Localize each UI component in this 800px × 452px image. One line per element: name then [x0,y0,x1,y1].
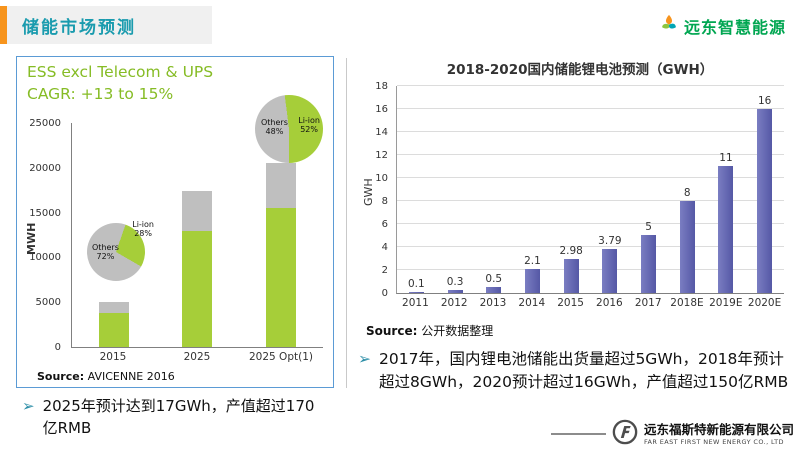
footer-logo-block: 远东福斯特新能源有限公司 FAR EAST FIRST NEW ENERGY C… [550,419,794,449]
bullet-arrow-icon: ➢ [358,350,371,368]
brand-logo: 远东智慧能源 [658,13,786,39]
left-chart-panel: ESS excl Telecom & UPS CAGR: +13 to 15% … [16,56,334,388]
left-heading-line2: CAGR: +13 to 15% [27,85,174,103]
company-emblem-icon [612,419,638,449]
company-name-en: FAR EAST FIRST NEW ENERGY CO., LTD [643,437,784,446]
pie-2025: Others 48% Li-ion 52% [255,95,323,163]
left-source-text: AVICENNE 2016 [84,370,175,383]
brand-name: 远东智慧能源 [683,18,786,37]
left-bullet: ➢ 2025年预计达到17GWh，产值超过170亿RMB [22,396,324,440]
column-divider [346,58,347,388]
right-bullet-text: 2017年，国内锂电池储能出货量超过5GWh，2018年预计超过8GWh，202… [379,350,789,392]
right-chart-plot: 0.1 0.3 0.5 2.1 2.98 3.79 5 8 11 16 [396,85,784,294]
company-name: 远东福斯特新能源有限公司 FAR EAST FIRST NEW ENERGY C… [644,422,794,446]
left-source: Source: AVICENNE 2016 [37,370,175,383]
left-chart-yticks: 0 5000 10000 15000 20000 25000 [29,118,61,353]
right-chart-title: 2018-2020国内储能锂电池预测（GWH） [446,62,714,78]
slide-title-block: 储能市场预测 [0,6,212,44]
left-chart-plot [71,123,323,348]
footer-divider-line [550,433,606,435]
page-title: 储能市场预测 [22,17,136,38]
bullet-arrow-icon: ➢ [22,397,35,415]
brand-leaf-icon [658,13,680,39]
right-source-text: 公开数据整理 [417,324,494,338]
left-heading-line1: ESS excl Telecom & UPS [27,63,214,81]
right-source-label: Source: [366,324,418,338]
right-chart-yticks: 0 2 4 6 8 10 12 14 16 18 [375,81,388,299]
left-chart-xlabels: 2015 2025 2025 Opt(1) [99,351,313,363]
company-name-cn: 远东福斯特新能源有限公司 [643,422,794,438]
right-source: Source: 公开数据整理 [366,322,493,339]
pie-2015: Others 72% Li-ion 28% [87,220,154,281]
right-bullet: ➢ 2017年，国内锂电池储能出货量超过5GWh，2018年预计超过8GWh，2… [358,348,792,395]
title-accent-bar [0,6,7,44]
left-bullet-text: 2025年预计达到17GWh，产值超过170亿RMB [42,397,315,437]
right-chart-xlabels: 2011 2012 2013 2014 2015 2016 2017 2018E 2019E 20… [402,297,782,309]
left-source-label: Source: [37,370,85,383]
